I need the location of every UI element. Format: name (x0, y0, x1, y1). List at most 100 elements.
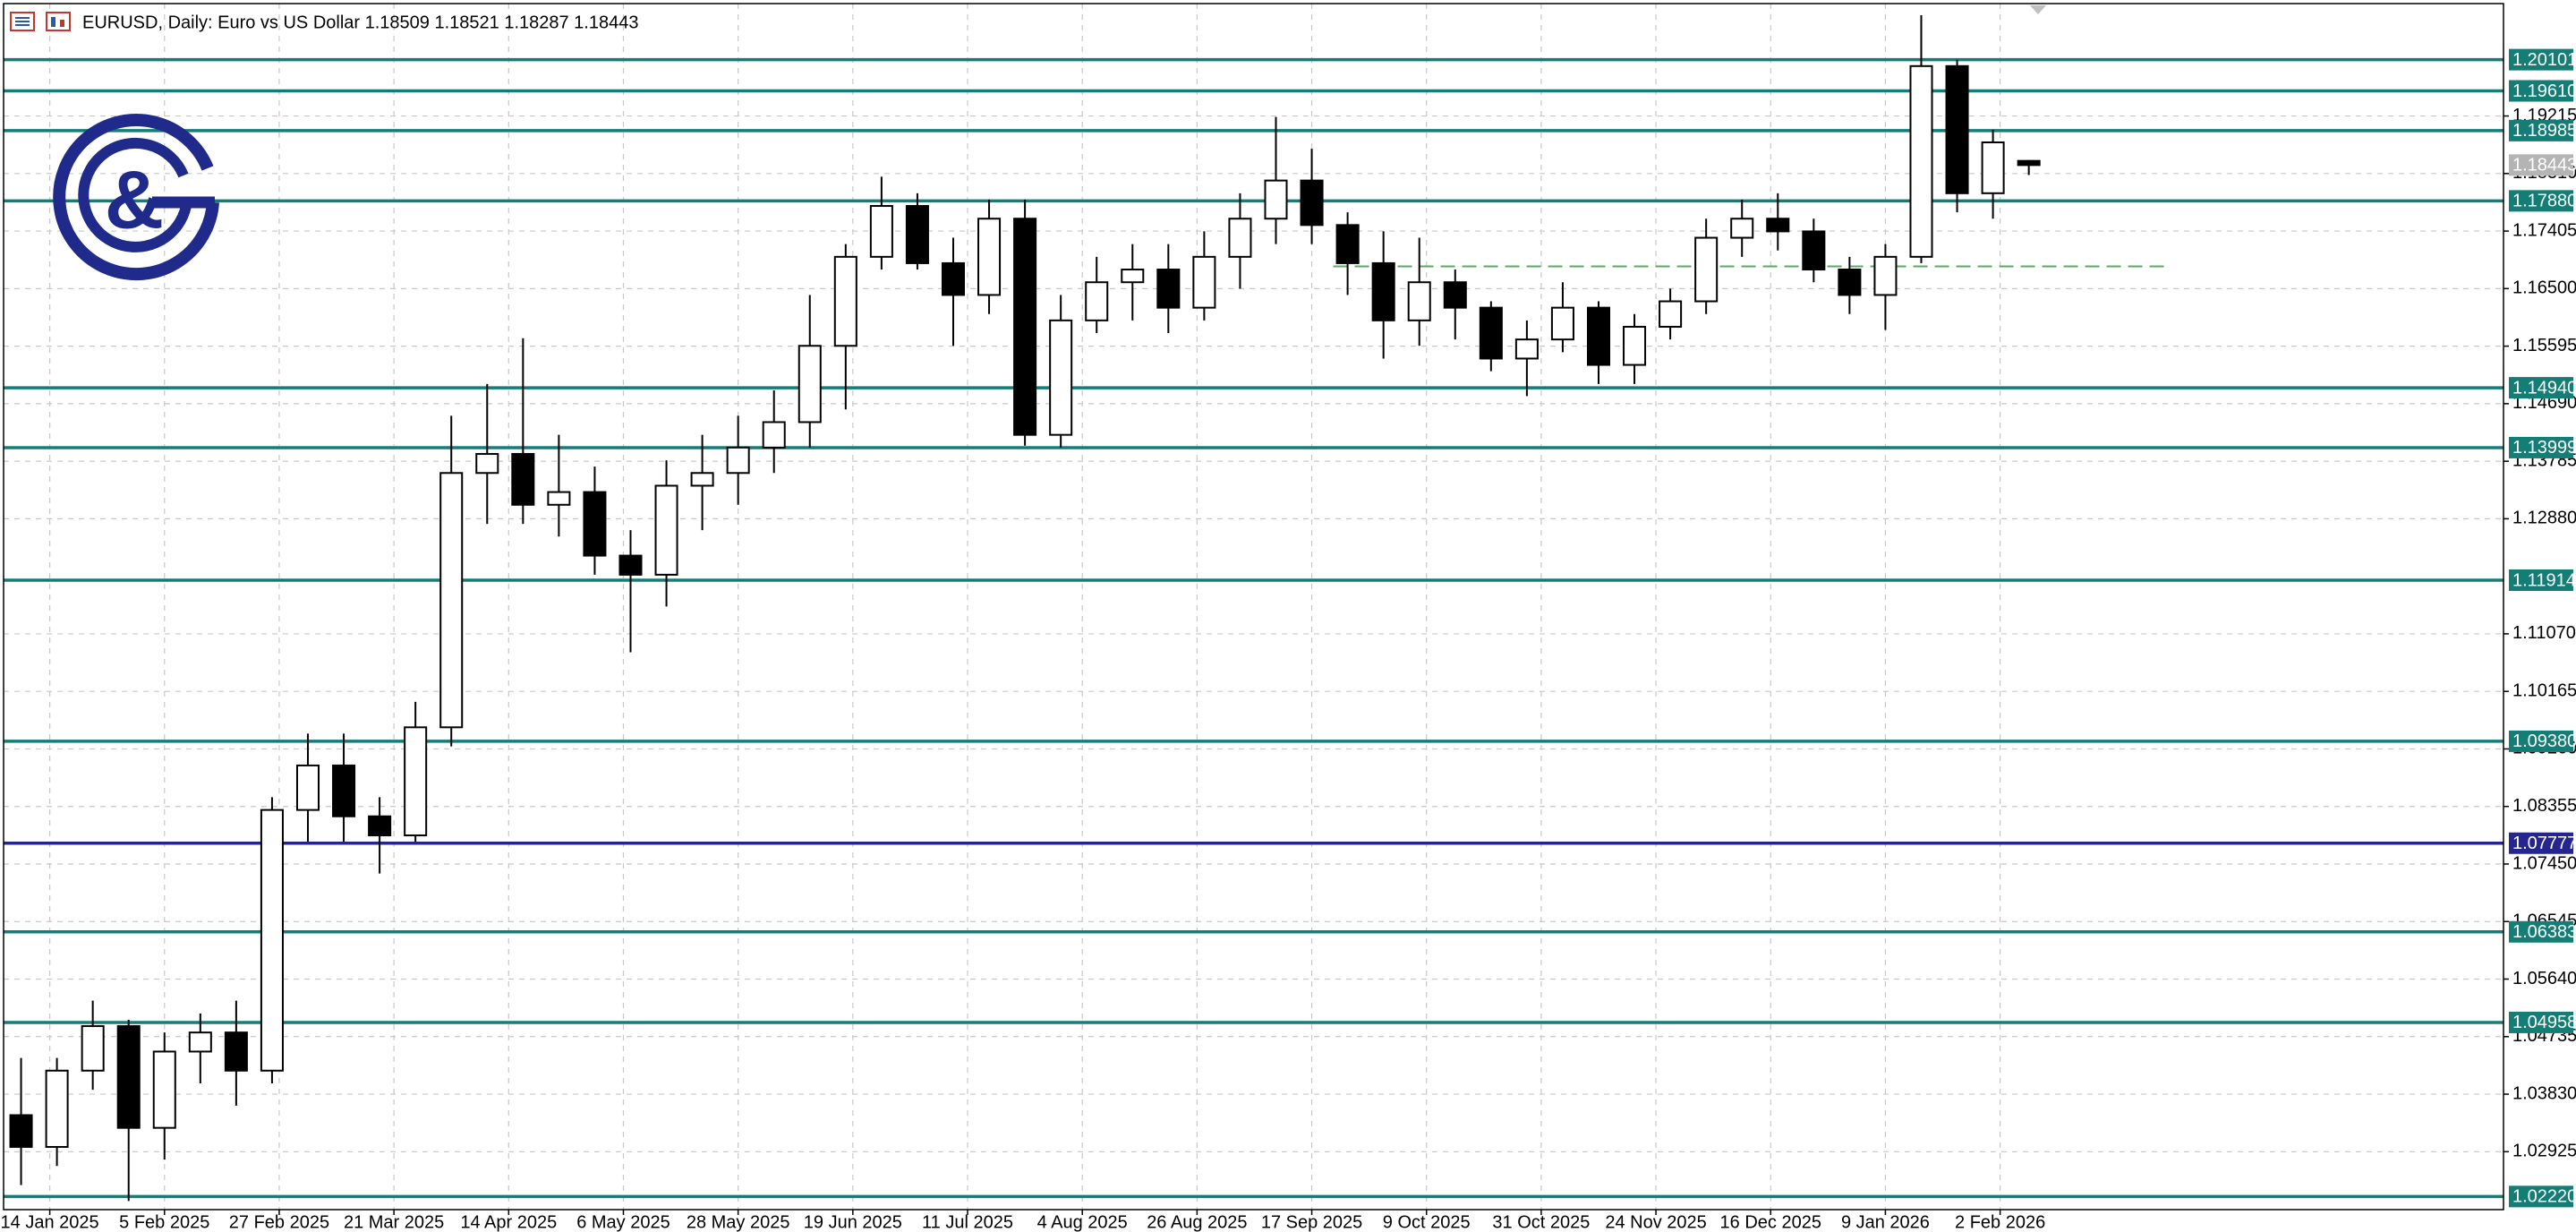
level-label: 1.07777 (2512, 834, 2576, 853)
candle-body (1085, 281, 1109, 321)
x-tick-label: 14 Apr 2025 (460, 1212, 557, 1232)
x-tick-label: 6 May 2025 (576, 1212, 670, 1232)
candle-body (260, 808, 284, 1072)
candle-body (726, 446, 750, 475)
candle-body (1802, 230, 1826, 271)
level-label: 1.20101 (2512, 50, 2576, 70)
y-tick-label: 1.05640 (2512, 969, 2576, 988)
candle-body (1479, 306, 1503, 360)
candle-body (1049, 319, 1073, 436)
level-label: 1.02220 (2512, 1187, 2576, 1207)
candle-body (654, 484, 678, 576)
level-box (2509, 1011, 2573, 1033)
candles-layer (9, 14, 2041, 1202)
candle-body (404, 726, 428, 837)
level-label: 1.19610 (2512, 81, 2576, 101)
level-box (2509, 569, 2573, 591)
candle-body (1121, 269, 1145, 284)
x-tick-label: 5 Feb 2025 (119, 1212, 209, 1232)
candle-body (1873, 255, 1898, 296)
current-price-label: 1.18443 (2512, 156, 2576, 175)
candle-body (1228, 218, 1252, 258)
candle-body (1945, 64, 1969, 194)
candle-body (583, 491, 607, 557)
candle-body (1443, 281, 1467, 309)
candle-body (1335, 224, 1360, 264)
level-box (2509, 832, 2573, 854)
logo-inner-arc (78, 137, 192, 252)
x-tick-label: 4 Aug 2025 (1037, 1212, 1128, 1232)
levels-layer (4, 57, 2503, 1199)
candle-body (511, 452, 535, 506)
candle-body (1514, 338, 1539, 360)
icon-chart (46, 12, 71, 31)
candle-body (618, 554, 643, 576)
x-tick-label: 31 Oct 2025 (1492, 1212, 1590, 1232)
candle-body (1300, 179, 1324, 227)
x-tick-label: 27 Feb 2025 (229, 1212, 329, 1232)
candle-body (2017, 159, 2041, 167)
candle-body (116, 1025, 141, 1129)
candle-body (547, 491, 571, 506)
level-label: 1.06383 (2512, 922, 2576, 942)
candle-body (1156, 269, 1181, 309)
candle-body (475, 452, 499, 475)
x-tick-label: 14 Jan 2025 (1, 1212, 99, 1232)
candle-body (368, 815, 392, 837)
candle-body (941, 261, 966, 296)
current-price-box (2509, 154, 2573, 176)
level-box (2509, 119, 2573, 141)
y-tick-label: 1.08355 (2512, 796, 2576, 816)
y-tick-label: 1.10165 (2512, 680, 2576, 700)
candle-body (188, 1031, 212, 1053)
y-tick-label: 1.16500 (2512, 278, 2576, 298)
candle-body (1013, 218, 1037, 436)
axis-layer: 1.192151.183101.174051.165001.155951.146… (1, 48, 2576, 1232)
x-tick-label: 11 Jul 2025 (922, 1212, 1013, 1232)
candle-body (690, 472, 714, 487)
candle-body (1407, 281, 1431, 321)
level-label: 1.13999 (2512, 438, 2576, 458)
candle-body (977, 218, 1002, 296)
level-box (2509, 377, 2573, 399)
x-tick-label: 26 Aug 2025 (1147, 1212, 1247, 1232)
logo-outer-arc (53, 114, 219, 281)
candle-body (1371, 261, 1395, 321)
y-tick-label: 1.12880 (2512, 509, 2576, 528)
level-label: 1.04958 (2512, 1013, 2576, 1032)
candle-body (1192, 255, 1216, 309)
y-tick-label: 1.02925 (2512, 1142, 2576, 1161)
level-label: 1.11914 (2512, 570, 2576, 590)
plot-frame (3, 3, 2504, 1211)
candle-body (1623, 325, 1647, 366)
y-tick-label: 1.17405 (2512, 220, 2576, 240)
candle-body (1550, 306, 1574, 341)
candle-body (1264, 179, 1288, 220)
level-box (2509, 730, 2573, 752)
y-tick-label: 1.15595 (2512, 336, 2576, 355)
level-box (2509, 48, 2573, 71)
level-box (2509, 190, 2573, 212)
candle-body (905, 205, 929, 264)
candle-body (798, 345, 822, 424)
candle-body (295, 764, 320, 811)
chart-title: EURUSD, Daily: Euro vs US Dollar 1.18509… (82, 13, 638, 32)
level-box (2509, 920, 2573, 943)
level-box (2509, 1185, 2573, 1208)
candle-body (1909, 64, 1933, 258)
level-label: 1.09380 (2512, 732, 2576, 751)
shift-marker (2030, 5, 2046, 14)
level-label: 1.14940 (2512, 378, 2576, 398)
x-tick-label: 19 Jun 2025 (804, 1212, 902, 1232)
candle-body (439, 472, 464, 729)
y-tick-label: 1.11070 (2512, 623, 2576, 643)
candle-body (45, 1069, 69, 1148)
candle-body (1838, 269, 1862, 296)
candle-body (9, 1114, 33, 1148)
x-tick-label: 2 Feb 2026 (1955, 1212, 2045, 1232)
candle-body (224, 1031, 248, 1072)
x-tick-label: 9 Oct 2025 (1383, 1212, 1471, 1232)
x-tick-label: 24 Nov 2025 (1605, 1212, 1706, 1232)
